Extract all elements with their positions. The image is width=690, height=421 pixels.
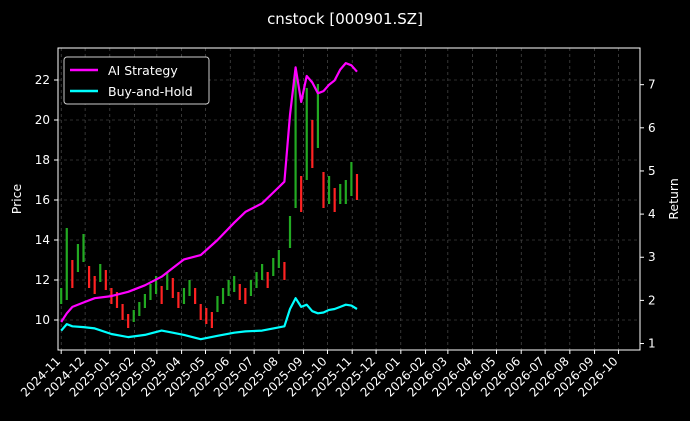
y-right-tick-label: 5: [648, 164, 656, 178]
y-right-tick-label: 2: [648, 293, 656, 307]
y-left-tick-label: 16: [35, 193, 50, 207]
legend-box: [63, 56, 210, 105]
y-axis-right: 1 2 3 4 5 6 7: [640, 78, 656, 351]
y-right-tick-label: 4: [648, 207, 656, 221]
y-right-tick-label: 3: [648, 250, 656, 264]
legend-label-buy-and-hold: Buy-and-Hold: [108, 84, 193, 99]
y-right-tick-label: 6: [648, 121, 656, 135]
y-right-tick-label: 1: [648, 337, 656, 351]
series-line-buy-and-hold: [60, 297, 358, 341]
legend-label-ai-strategy: AI Strategy: [108, 63, 178, 78]
y-right-tick-label: 7: [648, 78, 656, 92]
series-line-ai-strategy: [60, 61, 358, 323]
y-axis-left: 10 12 14 16 18 20 22: [35, 73, 58, 327]
y-axis-left-label: Price: [9, 183, 24, 214]
y-left-tick-label: 12: [35, 273, 50, 287]
chart-title: cnstock [000901.SZ]: [267, 10, 423, 28]
strategy-lines: [60, 61, 358, 341]
y-left-tick-label: 10: [35, 313, 50, 327]
price-series: [60, 72, 359, 328]
legend: AI Strategy Buy-and-Hold: [63, 56, 210, 105]
plot-frame: [57, 47, 641, 351]
y-left-tick-label: 14: [35, 233, 50, 247]
y-left-tick-label: 20: [35, 113, 50, 127]
y-left-tick-label: 22: [35, 73, 50, 87]
y-left-tick-label: 18: [35, 153, 50, 167]
y-axis-right-label: Return: [666, 178, 681, 219]
